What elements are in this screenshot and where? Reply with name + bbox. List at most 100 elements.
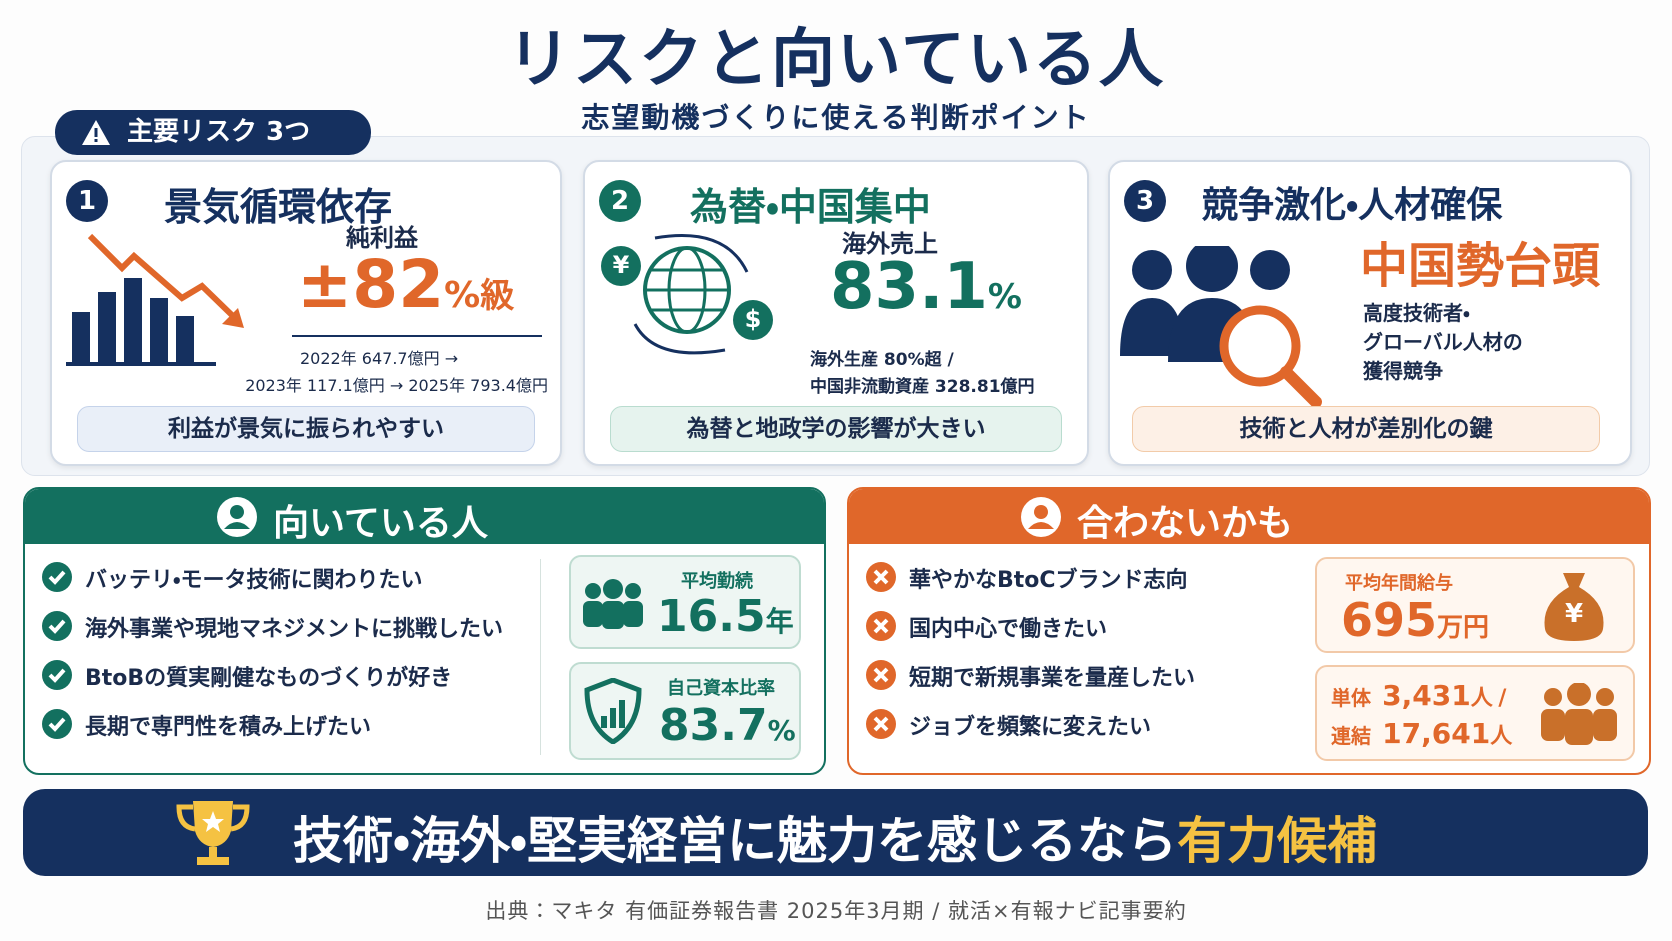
rect-shape: [209, 847, 217, 857]
circle-shape: [1132, 250, 1172, 290]
salary-value: 695: [1341, 593, 1438, 647]
people-icon: [583, 579, 643, 629]
footer-source: 出典：マキタ 有価証券報告書 2025年3月期 / 就活×有報ナビ記事要約: [485, 899, 1187, 923]
money-bag-text: ¥: [1564, 599, 1584, 629]
line-shape: [1280, 366, 1322, 406]
circle-shape: [585, 583, 601, 599]
bullet-svg: [42, 562, 72, 592]
metric-unit: %: [987, 277, 1022, 317]
stat-box: 自己資本比率 83.7%: [569, 662, 801, 760]
circle-shape: [230, 505, 244, 519]
circle-shape: [1544, 688, 1562, 706]
metric-suffix: 級: [480, 276, 515, 316]
detail: 中国非流動資産 328.81億円: [810, 377, 1035, 397]
list-item: 海外事業や現地マネジメントに挑戦したい: [85, 617, 504, 642]
stat-value: 83.7: [659, 700, 768, 751]
bullet-svg: [866, 562, 896, 592]
path-shape: [873, 618, 889, 634]
yen-icon-text: ¥: [612, 251, 630, 279]
polyline-shape: [87, 233, 240, 323]
polyline-shape: [48, 619, 66, 634]
rect-shape: [124, 278, 142, 362]
salary-box: 平均年間給与 695万円 ¥: [1315, 557, 1635, 653]
path-shape: [584, 678, 642, 744]
detail: 海外生産 80%超 /: [810, 350, 954, 370]
metric-value: ±82: [297, 246, 445, 323]
path-shape: [224, 522, 250, 529]
bullet-icon: [41, 708, 73, 740]
list-item: 短期で新規事業を量産したい: [909, 666, 1196, 691]
circle-shape: [601, 246, 641, 286]
rect-shape: [94, 139, 98, 142]
employees-box: 単体 3,431人 / 連結 17,641人: [1315, 665, 1635, 761]
banner-highlight: 有力候補: [1177, 812, 1377, 870]
stat: 83.7%: [659, 700, 796, 751]
bullet-icon: [41, 561, 73, 593]
bullet-svg: [866, 709, 896, 739]
separator: /: [1498, 686, 1507, 711]
rect-shape: [98, 292, 116, 362]
polyline-shape: [48, 717, 66, 732]
path-shape: [222, 308, 244, 328]
rect-shape: [1593, 709, 1617, 741]
card-number: 3: [1124, 180, 1166, 222]
bullet-icon: [865, 561, 897, 593]
stat: 16.5年: [657, 591, 794, 642]
risk-card: 1 景気循環依存 純利益 ±82%級 2022年 647.7億円 → 2023年…: [50, 160, 562, 466]
money-bag-icon: [1544, 573, 1604, 641]
detail: 2022年 647.7億円 →: [300, 349, 459, 368]
bullet-icon: [41, 610, 73, 642]
circle-shape: [603, 579, 623, 599]
fit-title: 向いている人: [273, 503, 488, 544]
warning-icon: [82, 120, 110, 145]
employees-value: 17,641: [1382, 717, 1491, 750]
detail: グローバル人材の: [1363, 330, 1523, 354]
detail: 獲得競争: [1363, 359, 1443, 383]
list-item: バッテリ・モータ技術に関わりたい: [85, 568, 423, 593]
shield-icon: [584, 678, 642, 744]
dollar-icon-text: $: [744, 305, 762, 333]
bullet-icon: [865, 708, 897, 740]
salary-unit: 万円: [1437, 613, 1490, 643]
bullet-icon: [865, 659, 897, 691]
bullet-svg: [866, 660, 896, 690]
employees-row: 単体 3,431人 /: [1331, 679, 1506, 712]
stat-label: 自己資本比率: [667, 678, 775, 699]
metric-value: 83.1: [830, 250, 988, 324]
headline: 中国勢台頭: [1360, 238, 1601, 294]
metric: ±82%級: [297, 246, 514, 323]
divider: [292, 335, 542, 337]
card-number: 2: [599, 180, 641, 222]
path-shape: [873, 569, 889, 585]
people-icon: [1541, 683, 1617, 745]
bullet-icon: [865, 610, 897, 642]
risk-card: 2 為替・中国集中 ¥ $ 海外売上 83.1% 海外生産 80%超 / 中国非…: [583, 160, 1089, 466]
rect-shape: [623, 601, 643, 627]
path-shape: [176, 804, 196, 832]
decline-chart-icon: [66, 233, 244, 366]
rect-shape: [197, 857, 229, 865]
detail: 2023年 117.1億円 → 2025年 793.4億円: [245, 376, 548, 395]
stat-unit: %: [767, 714, 796, 747]
risk-label: 主要リスク 3つ: [55, 110, 371, 155]
metric-label: 海外売上: [842, 230, 938, 258]
path-shape: [654, 234, 749, 273]
card-title: 景気循環依存: [164, 185, 393, 229]
misfit-header: [849, 489, 1649, 544]
misfit-title: 合わないかも: [1077, 503, 1294, 544]
path-shape: [202, 811, 224, 832]
polyline-shape: [48, 570, 66, 585]
rect-shape: [610, 708, 616, 728]
path-shape: [1544, 587, 1604, 641]
employees-unit: 人: [1490, 724, 1513, 749]
rect-shape: [619, 700, 625, 728]
user-icon: [1021, 497, 1061, 537]
list-item: 長期で専門性を積み上げたい: [85, 715, 372, 740]
talent-search-icon: [1120, 246, 1322, 406]
circle-shape: [1186, 246, 1238, 292]
bullet-svg: [42, 709, 72, 739]
risk-card: 3 競争激化・人材確保 中国勢台頭 高度技術者・ グローバル人材の 獲得競争 技…: [1108, 160, 1632, 466]
rect-shape: [176, 316, 194, 362]
